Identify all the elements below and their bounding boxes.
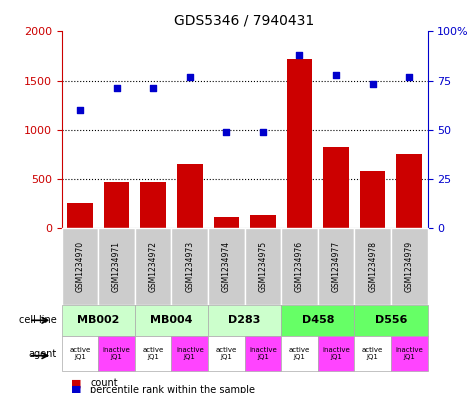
Bar	[67, 204, 93, 228]
FancyBboxPatch shape	[281, 305, 354, 336]
Text: cell line: cell line	[19, 315, 57, 325]
Text: D458: D458	[302, 315, 334, 325]
Point	[259, 129, 267, 135]
Point	[295, 52, 304, 58]
FancyBboxPatch shape	[98, 228, 135, 305]
FancyBboxPatch shape	[354, 228, 391, 305]
Text: D283: D283	[228, 315, 261, 325]
Point	[222, 129, 230, 135]
FancyBboxPatch shape	[281, 336, 318, 371]
Point	[369, 81, 377, 88]
FancyBboxPatch shape	[62, 305, 135, 336]
FancyBboxPatch shape	[281, 228, 318, 305]
Text: GSM1234976: GSM1234976	[295, 241, 304, 292]
FancyBboxPatch shape	[98, 336, 135, 371]
Text: GSM1234972: GSM1234972	[149, 241, 158, 292]
Point	[332, 72, 340, 78]
Bar	[287, 59, 312, 228]
FancyBboxPatch shape	[135, 305, 208, 336]
Point	[113, 85, 121, 92]
FancyBboxPatch shape	[208, 336, 245, 371]
Text: GSM1234978: GSM1234978	[368, 241, 377, 292]
Text: GSM1234971: GSM1234971	[112, 241, 121, 292]
FancyBboxPatch shape	[354, 336, 391, 371]
Text: active
JQ1: active JQ1	[362, 347, 383, 360]
Text: D556: D556	[375, 315, 407, 325]
Text: inactive
JQ1: inactive JQ1	[249, 347, 277, 360]
Bar	[250, 215, 276, 228]
FancyBboxPatch shape	[208, 228, 245, 305]
Bar	[177, 164, 202, 228]
FancyBboxPatch shape	[318, 228, 354, 305]
Text: agent: agent	[29, 349, 57, 359]
FancyBboxPatch shape	[354, 305, 428, 336]
Bar	[397, 154, 422, 228]
Text: inactive
JQ1: inactive JQ1	[103, 347, 131, 360]
Text: ■: ■	[71, 385, 82, 393]
Title: GDS5346 / 7940431: GDS5346 / 7940431	[174, 13, 315, 28]
FancyBboxPatch shape	[318, 336, 354, 371]
FancyBboxPatch shape	[62, 228, 98, 305]
Text: inactive
JQ1: inactive JQ1	[395, 347, 423, 360]
Text: inactive
JQ1: inactive JQ1	[176, 347, 204, 360]
Text: active
JQ1: active JQ1	[216, 347, 237, 360]
Point	[186, 73, 194, 80]
Text: MB002: MB002	[77, 315, 120, 325]
Bar	[104, 182, 129, 228]
Text: GSM1234974: GSM1234974	[222, 241, 231, 292]
Point	[405, 73, 413, 80]
FancyBboxPatch shape	[208, 305, 281, 336]
FancyBboxPatch shape	[62, 336, 98, 371]
FancyBboxPatch shape	[245, 228, 281, 305]
Text: ■: ■	[71, 378, 82, 388]
FancyBboxPatch shape	[171, 228, 208, 305]
Point	[149, 85, 157, 92]
Text: active
JQ1: active JQ1	[69, 347, 91, 360]
Bar	[141, 182, 166, 228]
Text: GSM1234979: GSM1234979	[405, 241, 414, 292]
FancyBboxPatch shape	[171, 336, 208, 371]
Text: active
JQ1: active JQ1	[289, 347, 310, 360]
Bar	[360, 171, 385, 228]
Text: active
JQ1: active JQ1	[142, 347, 164, 360]
Text: GSM1234970: GSM1234970	[76, 241, 85, 292]
Bar	[214, 217, 239, 228]
Text: percentile rank within the sample: percentile rank within the sample	[90, 385, 255, 393]
FancyBboxPatch shape	[391, 336, 428, 371]
FancyBboxPatch shape	[391, 228, 428, 305]
FancyBboxPatch shape	[245, 336, 281, 371]
Text: MB004: MB004	[150, 315, 193, 325]
Bar	[323, 147, 349, 228]
FancyBboxPatch shape	[135, 336, 171, 371]
Text: GSM1234973: GSM1234973	[185, 241, 194, 292]
Point	[76, 107, 84, 113]
Text: count: count	[90, 378, 118, 388]
FancyBboxPatch shape	[135, 228, 171, 305]
Text: GSM1234977: GSM1234977	[332, 241, 341, 292]
Text: GSM1234975: GSM1234975	[258, 241, 267, 292]
Text: inactive
JQ1: inactive JQ1	[322, 347, 350, 360]
